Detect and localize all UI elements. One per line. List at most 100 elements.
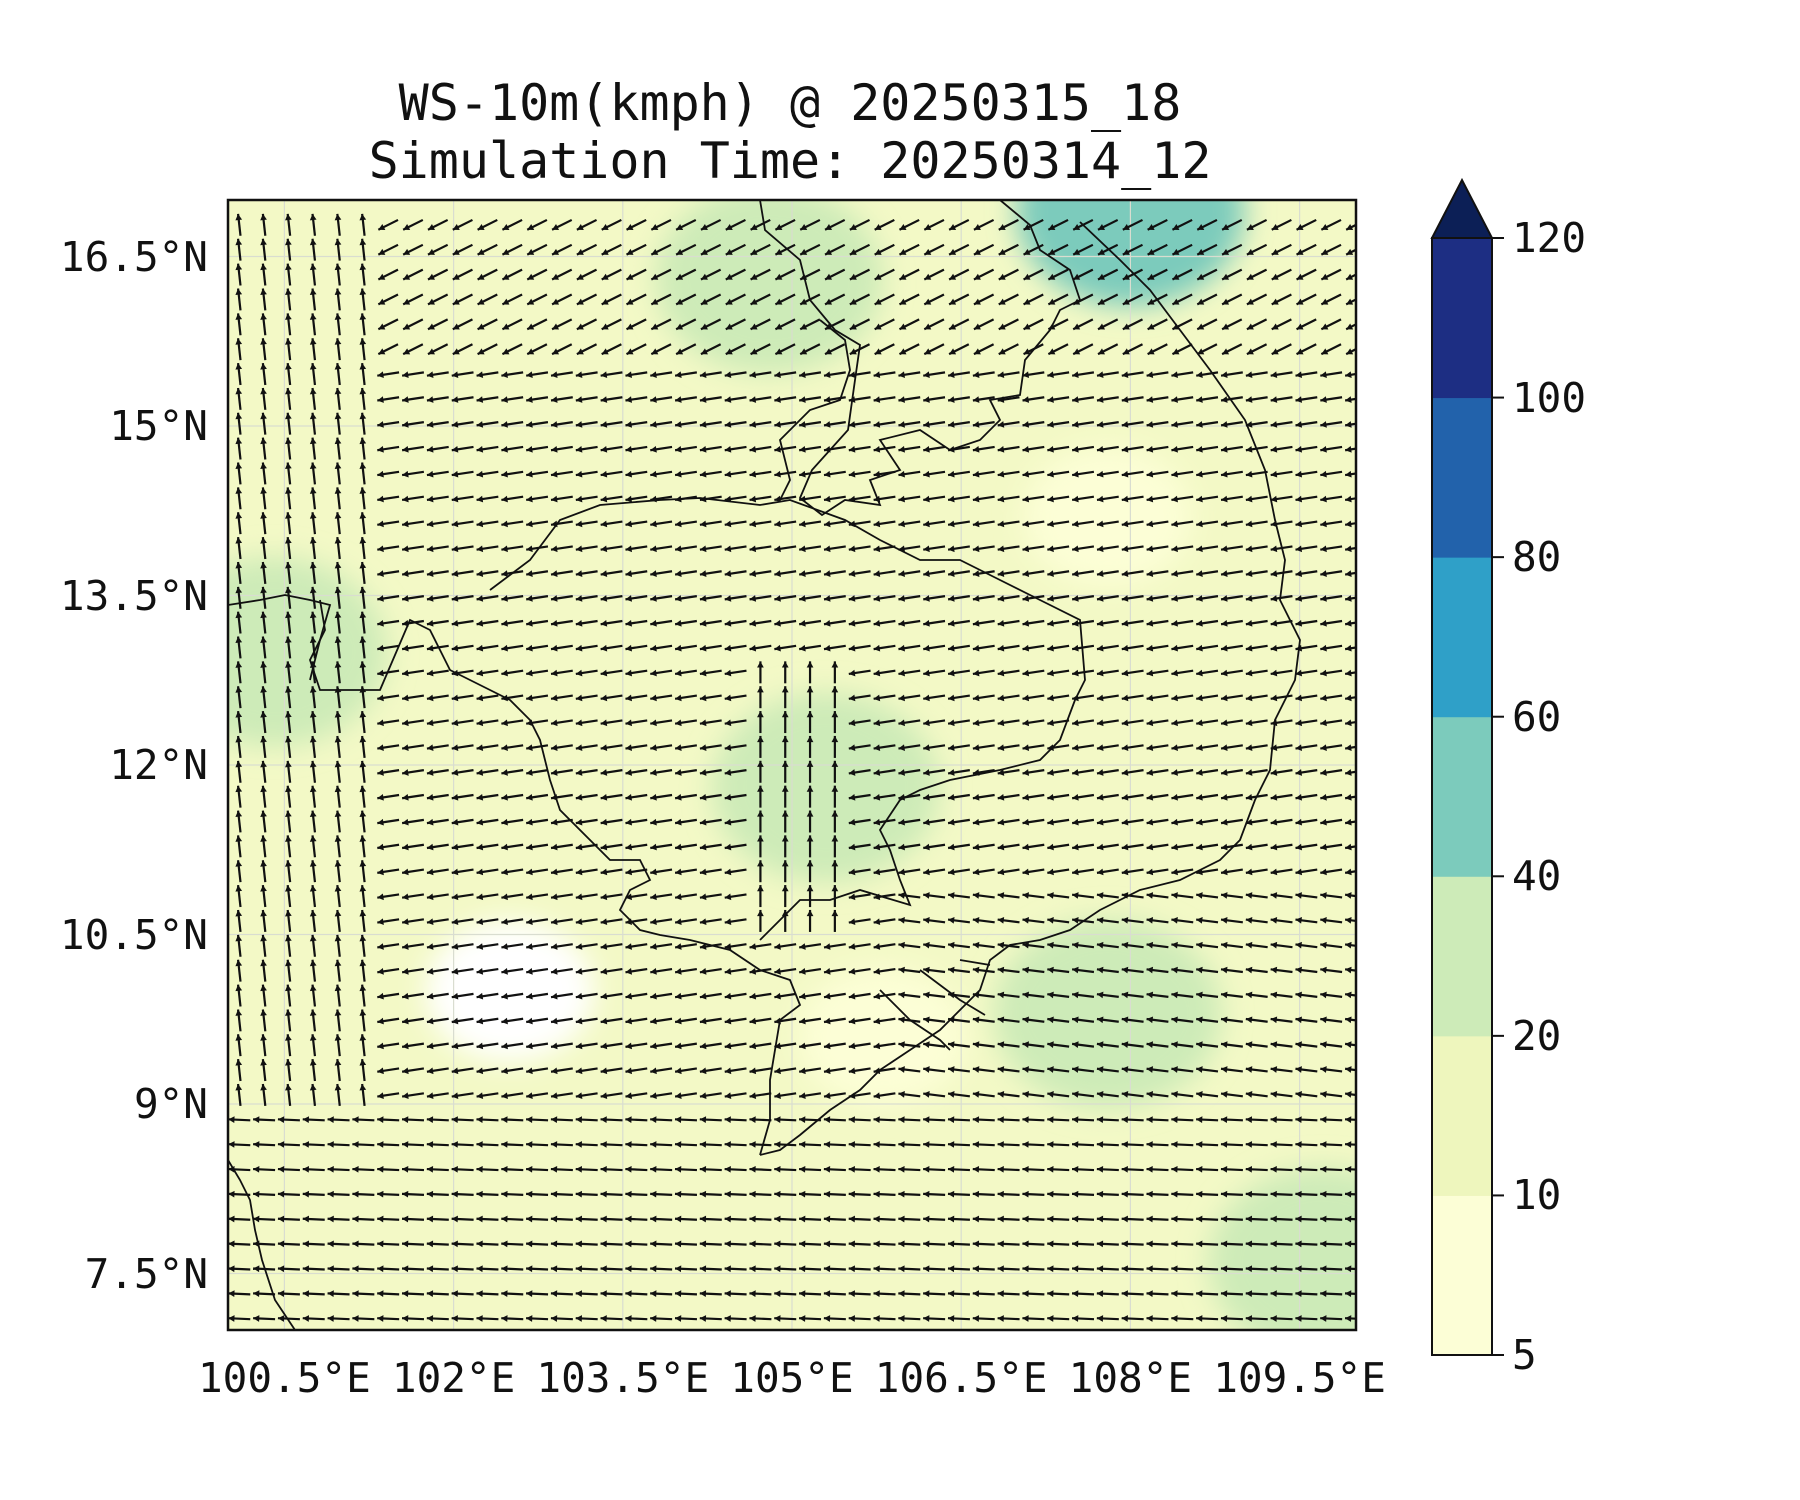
wind-vector-head	[675, 843, 682, 851]
wind-vector-head	[873, 1265, 880, 1273]
wind-vector-head	[724, 868, 732, 876]
wind-vector-head	[426, 1042, 434, 1050]
wind-vector-head	[676, 248, 684, 255]
wind-vector-head	[235, 1009, 243, 1016]
wind-vector-head	[277, 1165, 285, 1173]
wind-vector-head	[781, 885, 789, 892]
wind-vector-head	[426, 794, 434, 801]
wind-vector-head	[898, 941, 905, 949]
wind-vector-head	[260, 636, 267, 644]
wind-vector-head	[774, 1265, 781, 1273]
wind-vector-head	[806, 686, 814, 693]
wind-vector-head	[402, 694, 409, 702]
wind-vector-head	[501, 421, 508, 428]
wind-vector-head	[675, 1017, 682, 1025]
wind-vector-head	[997, 1265, 1004, 1273]
wind-vector-head	[476, 1240, 483, 1248]
wind-vector-head	[377, 595, 384, 602]
wind-vector-head	[451, 1290, 458, 1297]
wind-vector-head	[1096, 941, 1104, 949]
wind-vector-head	[972, 421, 980, 428]
wind-vector-head	[377, 1190, 384, 1198]
wind-vector-head	[848, 769, 856, 776]
wind-vector-head	[923, 545, 930, 553]
wind-vector-head	[1072, 1165, 1079, 1173]
wind-vector-head	[1346, 298, 1354, 305]
wind-vector-head	[1171, 669, 1178, 677]
wind-vector-head	[285, 338, 292, 345]
wind-vector-head	[1072, 1116, 1079, 1123]
wind-vector-head	[724, 694, 732, 702]
wind-vector-head	[749, 1116, 756, 1123]
wind-vector-head	[359, 910, 367, 917]
lon-tick-label: 106.5°E	[874, 1354, 1048, 1402]
wind-vector-head	[1270, 669, 1278, 677]
wind-vector-head	[600, 893, 608, 901]
wind-vector-head	[831, 909, 839, 917]
wind-vector-head	[848, 1067, 856, 1075]
wind-vector-head	[477, 273, 485, 280]
map-title: WS-10m(kmph) @ 20250315_18	[398, 74, 1182, 132]
wind-vector-head	[1295, 892, 1302, 899]
wind-vector-head	[501, 769, 508, 776]
wind-vector-head	[774, 495, 781, 503]
wind-vector-head	[923, 941, 930, 949]
wind-vector-head	[1146, 818, 1154, 826]
wind-vector-head	[774, 620, 781, 627]
wind-vector-head	[799, 396, 806, 403]
wind-vector-head	[823, 1240, 831, 1248]
wind-vector-head	[1171, 1066, 1178, 1073]
wind-vector-head	[1096, 1190, 1104, 1198]
wind-vector-head	[1196, 917, 1203, 924]
wind-vector-head	[1146, 1041, 1154, 1048]
wind-vector-head	[848, 1265, 855, 1273]
wind-vector-head	[1320, 719, 1327, 727]
wind-vector-head	[774, 1042, 781, 1050]
wind-vector-head	[1320, 545, 1327, 553]
wind-vector-head	[452, 248, 460, 255]
wind-vector-head	[1221, 396, 1228, 403]
wind-vector-head	[1072, 495, 1079, 503]
wind-vector-head	[1245, 1141, 1253, 1148]
wind-vector-head	[1022, 545, 1030, 553]
wind-vector-head	[1022, 495, 1030, 503]
wind-vector-head	[947, 1315, 955, 1322]
wind-vector-head	[427, 273, 435, 280]
wind-vector-head	[1072, 1265, 1079, 1273]
wind-vector-head	[501, 868, 508, 876]
wind-vector-head	[1098, 323, 1105, 330]
wind-vector-head	[302, 1190, 310, 1198]
wind-vector-head	[575, 1017, 583, 1025]
wind-vector-head	[476, 644, 484, 652]
wind-vector-head	[799, 1067, 806, 1075]
wind-vector-head	[1022, 1215, 1029, 1223]
wind-vector-head	[309, 860, 317, 867]
wind-vector-head	[675, 495, 682, 503]
wind-vector-head	[576, 298, 584, 305]
wind-vector-head	[359, 785, 367, 793]
wind-vector-head	[873, 470, 881, 478]
wind-vector-head	[749, 520, 757, 528]
wind-vector-head	[260, 512, 267, 519]
wind-vector-head	[550, 1290, 558, 1297]
wind-vector-head	[1072, 620, 1079, 627]
wind-vector-head	[799, 1290, 806, 1297]
wind-vector-head	[699, 446, 707, 453]
wind-vector-head	[1345, 744, 1352, 751]
wind-vector-head	[724, 744, 732, 751]
wind-vector-head	[502, 298, 510, 305]
wind-vector-head	[501, 918, 508, 925]
wind-vector-head	[285, 984, 292, 992]
wind-vector-head	[334, 785, 342, 793]
wind-vector-head	[1047, 421, 1054, 428]
wind-vector-head	[699, 396, 707, 403]
wind-vector-head	[1022, 719, 1030, 727]
wind-vector-head	[359, 288, 367, 295]
wind-vector-head	[402, 470, 409, 478]
wind-vector-head	[675, 1067, 682, 1075]
wind-vector-head	[972, 545, 980, 553]
wind-vector-head	[550, 1240, 558, 1248]
wind-vector-head	[476, 1116, 483, 1123]
wind-vector-head	[1072, 669, 1079, 677]
lat-tick-label: 7.5°N	[84, 1249, 208, 1298]
